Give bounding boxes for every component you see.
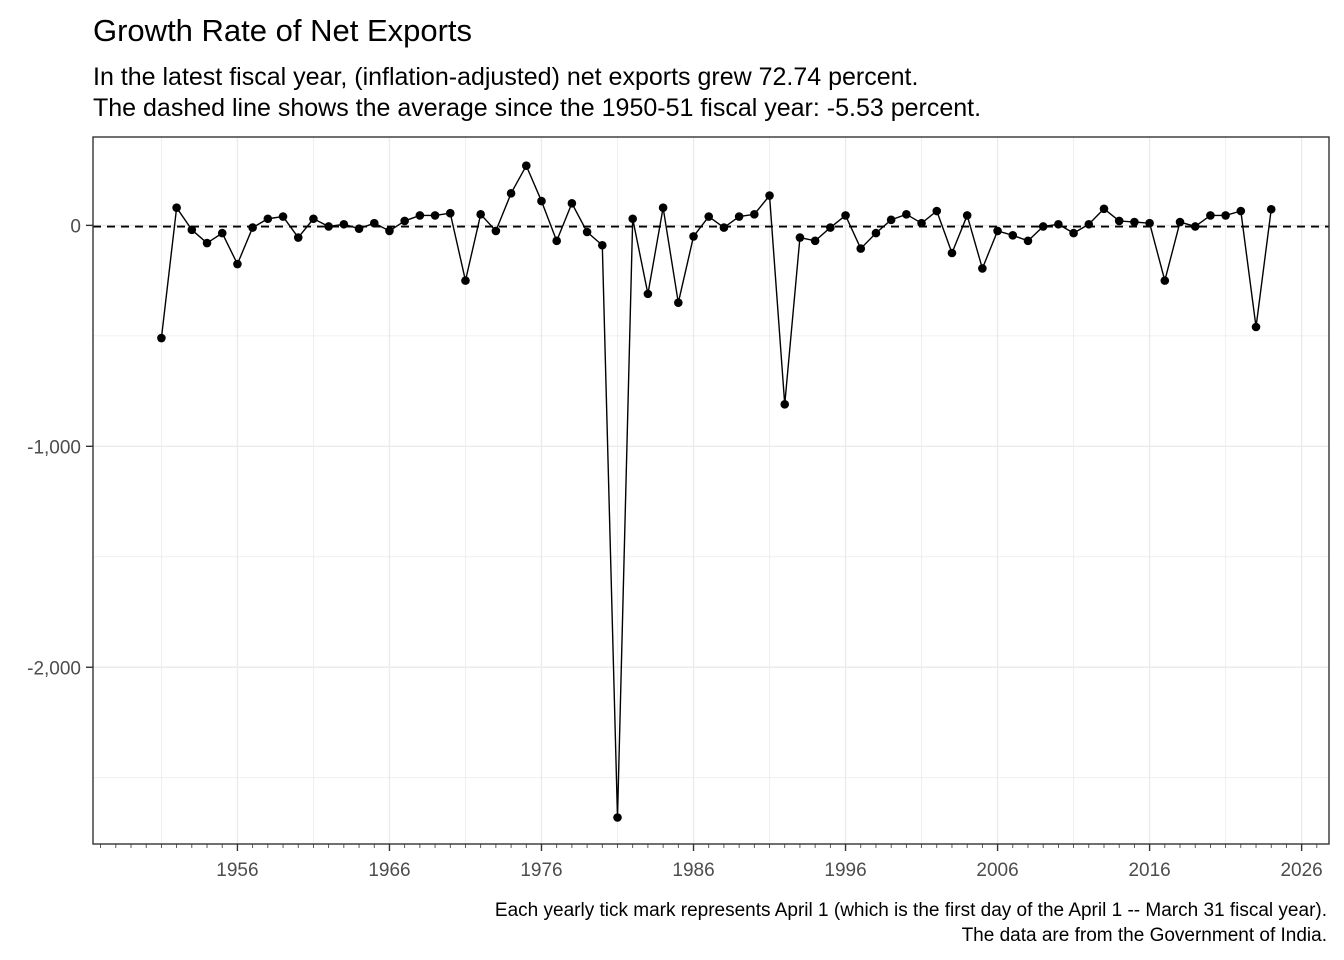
data-point xyxy=(734,212,744,221)
x-tick-label: 1986 xyxy=(672,860,714,881)
data-point xyxy=(1069,228,1078,238)
data-point xyxy=(1236,206,1246,216)
data-point xyxy=(765,191,774,200)
data-point xyxy=(1206,211,1215,220)
y-tick-label: -1,000 xyxy=(27,437,81,458)
data-point xyxy=(902,210,911,219)
data-point xyxy=(886,215,896,225)
data-point xyxy=(597,240,607,250)
data-point xyxy=(674,298,683,308)
data-point xyxy=(445,208,455,218)
data-point xyxy=(993,226,1002,236)
data-point xyxy=(1023,236,1033,246)
data-point xyxy=(537,196,546,206)
x-tick-label: 2016 xyxy=(1128,860,1170,881)
data-point xyxy=(1175,217,1185,227)
chart-subtitle-line-1: In the latest fiscal year, (inflation-ad… xyxy=(93,63,918,91)
data-point xyxy=(750,210,759,219)
data-point xyxy=(1190,222,1200,231)
data-point xyxy=(719,223,729,232)
data-point xyxy=(491,226,501,236)
y-axis: 0 -1,000 -2,000 xyxy=(27,216,93,679)
data-point xyxy=(1221,211,1230,220)
plot-area xyxy=(92,136,1330,845)
data-point xyxy=(506,189,516,198)
data-point xyxy=(461,276,470,285)
data-point xyxy=(704,212,714,221)
x-tick-label: 2006 xyxy=(976,860,1018,881)
series-layer xyxy=(157,161,1276,822)
data-point xyxy=(978,264,987,273)
data-point xyxy=(233,259,242,269)
x-tick-label: 1976 xyxy=(520,860,562,881)
data-point xyxy=(1008,231,1018,240)
data-point xyxy=(172,203,181,212)
data-point xyxy=(780,400,790,409)
data-point xyxy=(582,227,592,237)
plot-background xyxy=(93,137,1329,844)
data-point xyxy=(278,212,288,221)
data-point xyxy=(1099,204,1109,214)
data-point xyxy=(354,224,364,233)
x-tick-label: 1966 xyxy=(368,860,410,881)
data-point xyxy=(248,223,257,232)
data-point xyxy=(947,248,957,258)
data-point xyxy=(263,214,273,224)
data-point xyxy=(658,203,668,212)
data-point xyxy=(567,198,577,208)
y-tick-label: -2,000 xyxy=(27,658,81,679)
data-point xyxy=(1084,219,1094,229)
data-point xyxy=(689,232,698,241)
data-point xyxy=(795,233,805,242)
x-tick-label: 1956 xyxy=(216,860,258,881)
data-point xyxy=(1160,276,1170,285)
data-point xyxy=(293,233,303,242)
chart-subtitle-line-2: The dashed line shows the average since … xyxy=(93,94,981,122)
data-point xyxy=(628,214,638,224)
data-point xyxy=(324,222,333,231)
chart-caption-line-2: The data are from the Government of Indi… xyxy=(962,925,1327,946)
chart-caption-line-1: Each yearly tick mark represents April 1… xyxy=(495,900,1327,921)
data-point xyxy=(1266,204,1276,214)
data-point xyxy=(1130,217,1139,227)
data-point xyxy=(339,219,349,229)
data-point xyxy=(187,225,197,235)
data-point xyxy=(856,244,866,253)
x-axis: 1956 1966 1976 1986 1996 2006 2016 2026 xyxy=(100,844,1323,881)
x-tick-label: 2026 xyxy=(1280,860,1322,881)
data-point xyxy=(415,211,425,220)
data-point xyxy=(962,211,972,220)
data-point xyxy=(369,218,379,228)
data-point xyxy=(841,211,850,220)
data-point xyxy=(202,238,212,248)
data-point xyxy=(1145,218,1154,228)
plot-border xyxy=(92,136,1330,845)
data-point xyxy=(826,223,835,232)
data-point xyxy=(385,226,394,236)
grid xyxy=(93,137,1329,844)
y-tick-label: 0 xyxy=(70,216,81,237)
data-point xyxy=(476,210,485,219)
data-point xyxy=(1038,222,1048,231)
data-point xyxy=(810,236,820,246)
data-point xyxy=(1054,219,1063,229)
data-point xyxy=(871,228,881,238)
data-point xyxy=(1114,216,1124,226)
data-point xyxy=(643,289,653,299)
data-point xyxy=(217,228,227,238)
data-point xyxy=(552,236,561,246)
x-tick-label: 1996 xyxy=(824,860,866,881)
data-point xyxy=(430,211,440,220)
data-point xyxy=(932,206,942,216)
data-point xyxy=(1251,322,1261,332)
data-point xyxy=(157,333,166,343)
data-point xyxy=(521,161,531,171)
data-point xyxy=(309,214,318,224)
data-point xyxy=(917,218,926,228)
data-point xyxy=(613,813,622,822)
chart-title: Growth Rate of Net Exports xyxy=(93,13,472,48)
data-point xyxy=(400,216,409,226)
